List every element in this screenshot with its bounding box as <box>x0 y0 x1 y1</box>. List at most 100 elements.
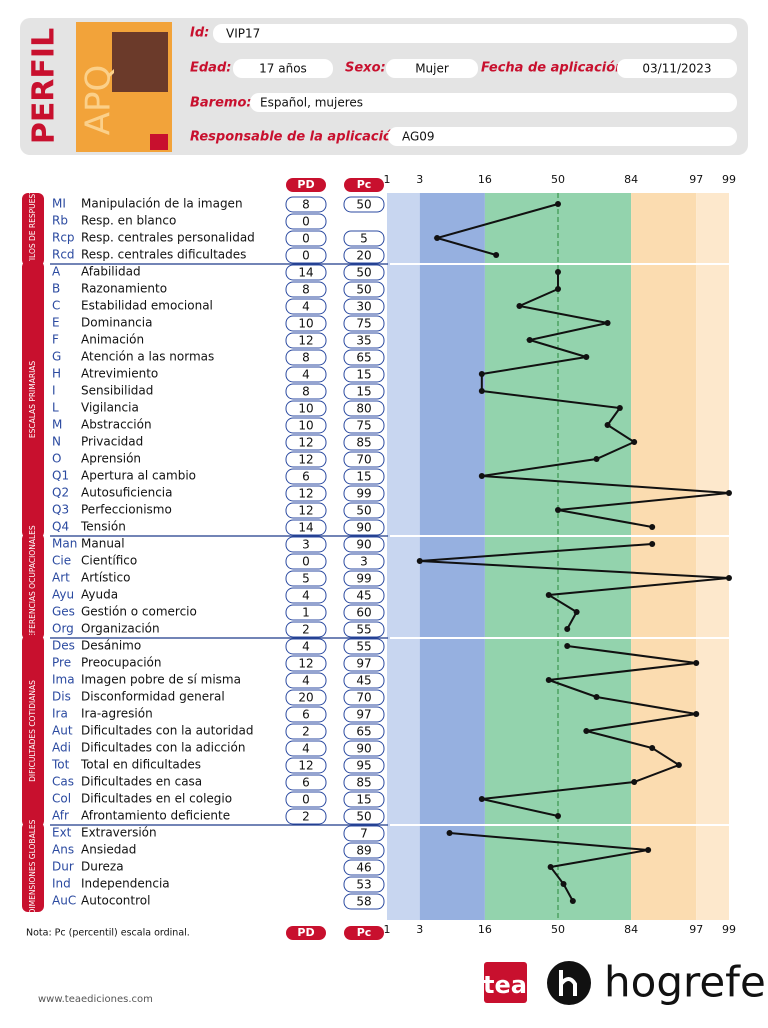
pd-value: 8 <box>302 283 310 297</box>
pd-box <box>285 672 327 689</box>
scale-name: Disconformidad general <box>81 690 225 704</box>
scale-name: Atención a las normas <box>81 350 214 364</box>
scale-code: Rcp <box>52 231 75 245</box>
pc-value: 65 <box>356 351 371 365</box>
pc-value: 65 <box>356 725 371 739</box>
pc-box <box>343 230 385 247</box>
profile-point <box>555 269 561 275</box>
scale-code: Ext <box>52 826 72 840</box>
scale-name: Dificultades con la adicción <box>81 741 245 755</box>
scale-code: C <box>52 299 60 313</box>
scale-code: Q1 <box>52 469 69 483</box>
pd-box <box>285 485 327 502</box>
pd-value: 12 <box>298 334 313 348</box>
field-value: 17 años <box>259 62 307 76</box>
pd-value: 8 <box>302 351 310 365</box>
pd-box <box>285 383 327 400</box>
pc-box <box>343 570 385 587</box>
pd-box <box>285 196 327 213</box>
scale-tick-top: 1 <box>384 173 391 186</box>
scale-code: Ges <box>52 605 75 619</box>
pd-header: PD <box>297 926 314 939</box>
scale-code: Afr <box>52 809 69 823</box>
profile-point <box>616 405 623 411</box>
field-box <box>386 59 478 78</box>
pc-box <box>343 281 385 298</box>
pc-value: 75 <box>356 419 371 433</box>
pc-box <box>343 349 385 366</box>
pc-box <box>343 587 385 604</box>
scale-code: Cas <box>52 775 74 789</box>
pc-value: 3 <box>360 555 368 569</box>
pc-box <box>343 315 385 332</box>
pc-header-pill <box>344 926 384 940</box>
scale-code: F <box>52 333 59 347</box>
pd-value: 10 <box>298 419 313 433</box>
profile-point <box>446 830 453 836</box>
pd-box <box>285 315 327 332</box>
pc-value: 15 <box>356 368 371 382</box>
pc-value: 30 <box>356 300 371 314</box>
profile-point <box>604 422 611 428</box>
pc-value: 55 <box>356 623 371 637</box>
scale-code: Ans <box>52 843 74 857</box>
pd-value: 4 <box>302 640 310 654</box>
hogrefe-logo-text: hogrefe <box>604 958 766 1007</box>
pd-value: 10 <box>298 317 313 331</box>
scale-band <box>696 193 729 920</box>
scale-code: Des <box>52 639 75 653</box>
profile-point <box>583 728 590 734</box>
scale-name: Estabilidad emocional <box>81 299 213 313</box>
pd-value: 14 <box>298 266 313 280</box>
scale-name: Ayuda <box>81 588 118 602</box>
scale-code: Dur <box>52 860 74 874</box>
pc-box <box>343 451 385 468</box>
pd-box <box>285 740 327 757</box>
field-label: Id: <box>190 26 209 41</box>
scale-name: Manual <box>81 537 125 551</box>
pc-value: 50 <box>356 198 371 212</box>
scale-tick-bottom: 50 <box>551 923 565 936</box>
pd-value: 12 <box>298 487 313 501</box>
profile-point <box>645 847 652 853</box>
pd-value: 1 <box>302 606 310 620</box>
profile-point <box>478 473 485 479</box>
pc-box <box>343 842 385 859</box>
note: Nota: Pc (percentil) escala ordinal. <box>26 928 190 939</box>
pc-value: 50 <box>356 283 371 297</box>
field-value: AG09 <box>402 130 435 144</box>
scale-name: Tensión <box>80 520 126 534</box>
pd-value: 4 <box>302 589 310 603</box>
pc-value: 95 <box>356 759 371 773</box>
profile-point <box>649 524 656 530</box>
pd-box <box>285 723 327 740</box>
pc-box <box>343 621 385 638</box>
pc-box <box>343 502 385 519</box>
scale-band <box>387 193 420 920</box>
pc-value: 46 <box>356 861 371 875</box>
group-title: PREFERENCIAS OCUPACIONALES <box>28 525 37 647</box>
scale-code: B <box>52 282 60 296</box>
scale-code: O <box>52 452 61 466</box>
scale-tick-top: 16 <box>478 173 492 186</box>
profile-point <box>564 626 571 632</box>
field-box <box>233 59 333 78</box>
pc-box <box>343 417 385 434</box>
scale-name: Manipulación de la imagen <box>81 197 243 211</box>
header-panel <box>20 18 748 155</box>
scale-name: Abstracción <box>81 418 152 432</box>
pd-box <box>285 332 327 349</box>
pc-value: 70 <box>356 453 371 467</box>
field-value: VIP17 <box>226 27 260 41</box>
scale-name: Razonamiento <box>81 282 167 296</box>
group-bar <box>22 533 44 640</box>
scale-code: Man <box>52 537 77 551</box>
pc-value: 70 <box>356 691 371 705</box>
pd-box <box>285 366 327 383</box>
scale-code: Cie <box>52 554 71 568</box>
pc-value: 85 <box>356 436 371 450</box>
pc-box <box>343 723 385 740</box>
scale-name: Dificultades con la autoridad <box>81 724 254 738</box>
field-box <box>617 59 737 78</box>
scale-code: Ira <box>52 707 68 721</box>
